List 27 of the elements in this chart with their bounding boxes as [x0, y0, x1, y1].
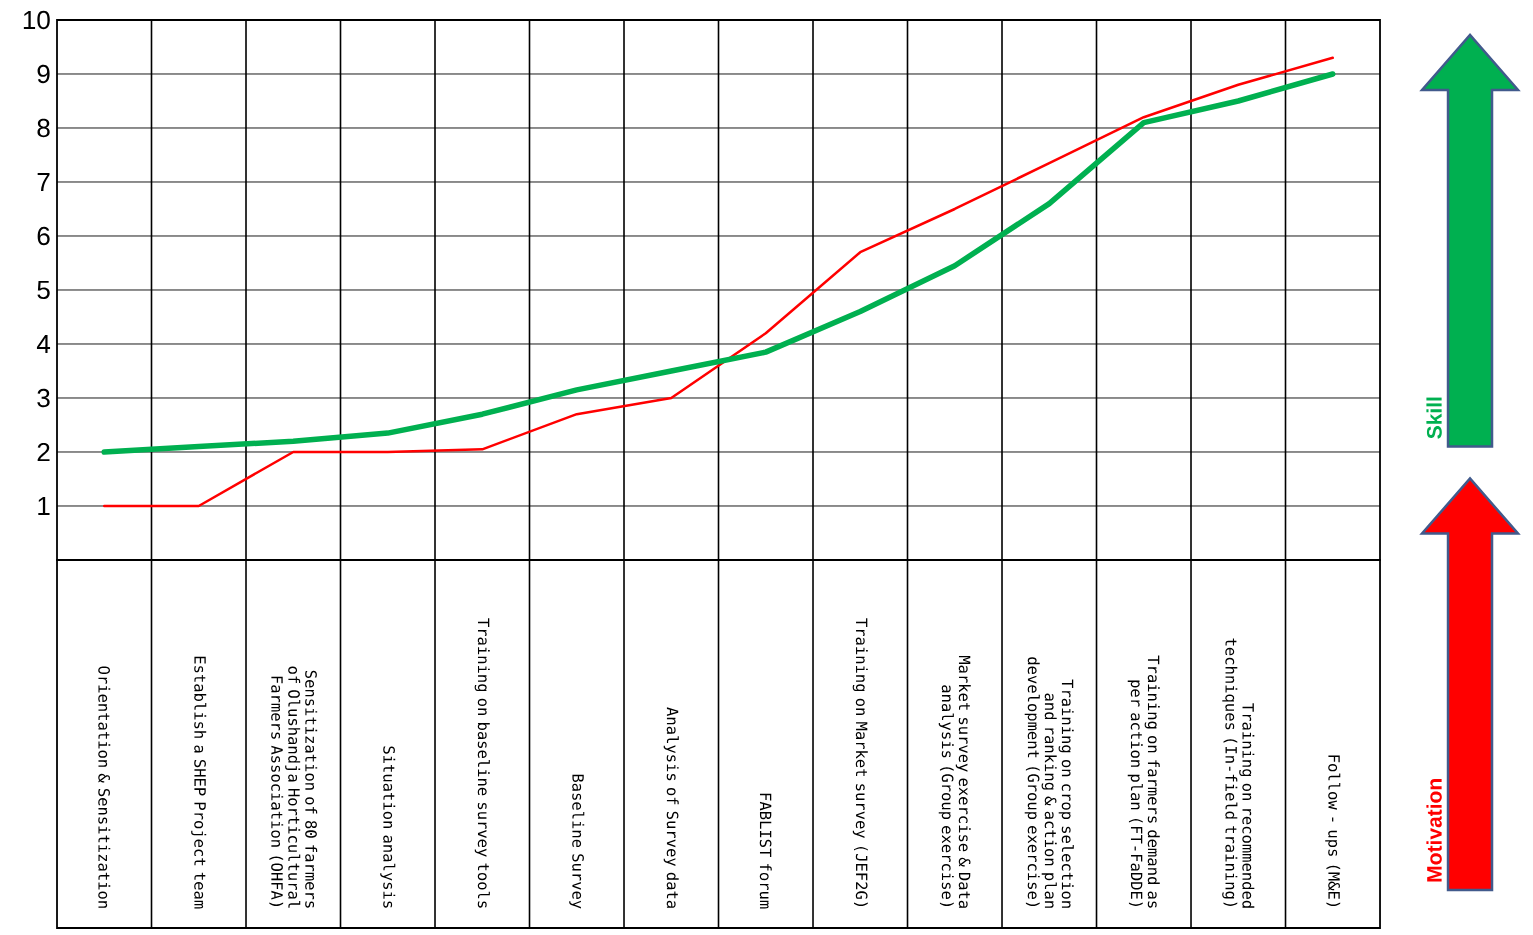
x-tick-label: FABLIST forum — [759, 793, 772, 909]
x-tick-label: Training on recommended techniques (In-field training) — [1222, 638, 1255, 908]
y-tick-label: 3 — [37, 388, 50, 408]
x-tick-label: Establish a SHEP Project team — [191, 656, 207, 909]
y-tick-label: 8 — [37, 118, 50, 138]
x-tick-label: Training on farmers demand as per action plan (FT-FaDDE) — [1127, 655, 1160, 908]
y-tick-label: 5 — [37, 280, 50, 300]
x-tick-label: Follow - ups (M&E) — [1325, 755, 1341, 906]
x-tick-label: Sensitization of 80 farmers of Olushandja Horticultural Farmers Association (OHFA) — [269, 666, 318, 908]
x-tick-label: Training on crop selection and ranking & action plan development (Group exercise) — [1024, 657, 1074, 908]
x-tick-label: Situation analysis — [380, 746, 396, 908]
y-tick-label: 6 — [37, 226, 50, 246]
x-tick-label: Training on Market survey (JEF2G) — [852, 618, 868, 906]
x-tick-label: Market survey exercise & Data analysis (Group exercise) — [938, 655, 971, 908]
text: Skill — [1426, 397, 1442, 439]
y-tick-label: 4 — [36, 335, 51, 353]
x-tick-label: Orientation & Sensitization — [98, 666, 111, 908]
text: Motivation — [1426, 779, 1442, 882]
x-tick-label: Analysis of Survey data — [663, 707, 679, 908]
line-series — [103, 56, 1335, 508]
y-tick-label: 2 — [37, 442, 50, 462]
y-tick-label: 1 — [38, 497, 50, 515]
y-tick-label: 10 — [23, 10, 50, 30]
x-tick-label: Baseline Survey — [569, 774, 585, 909]
x-tick-label: Training on baseline survey tools — [474, 618, 490, 908]
y-tick-label: 7 — [37, 173, 50, 191]
y-tick-label: 9 — [37, 64, 50, 84]
